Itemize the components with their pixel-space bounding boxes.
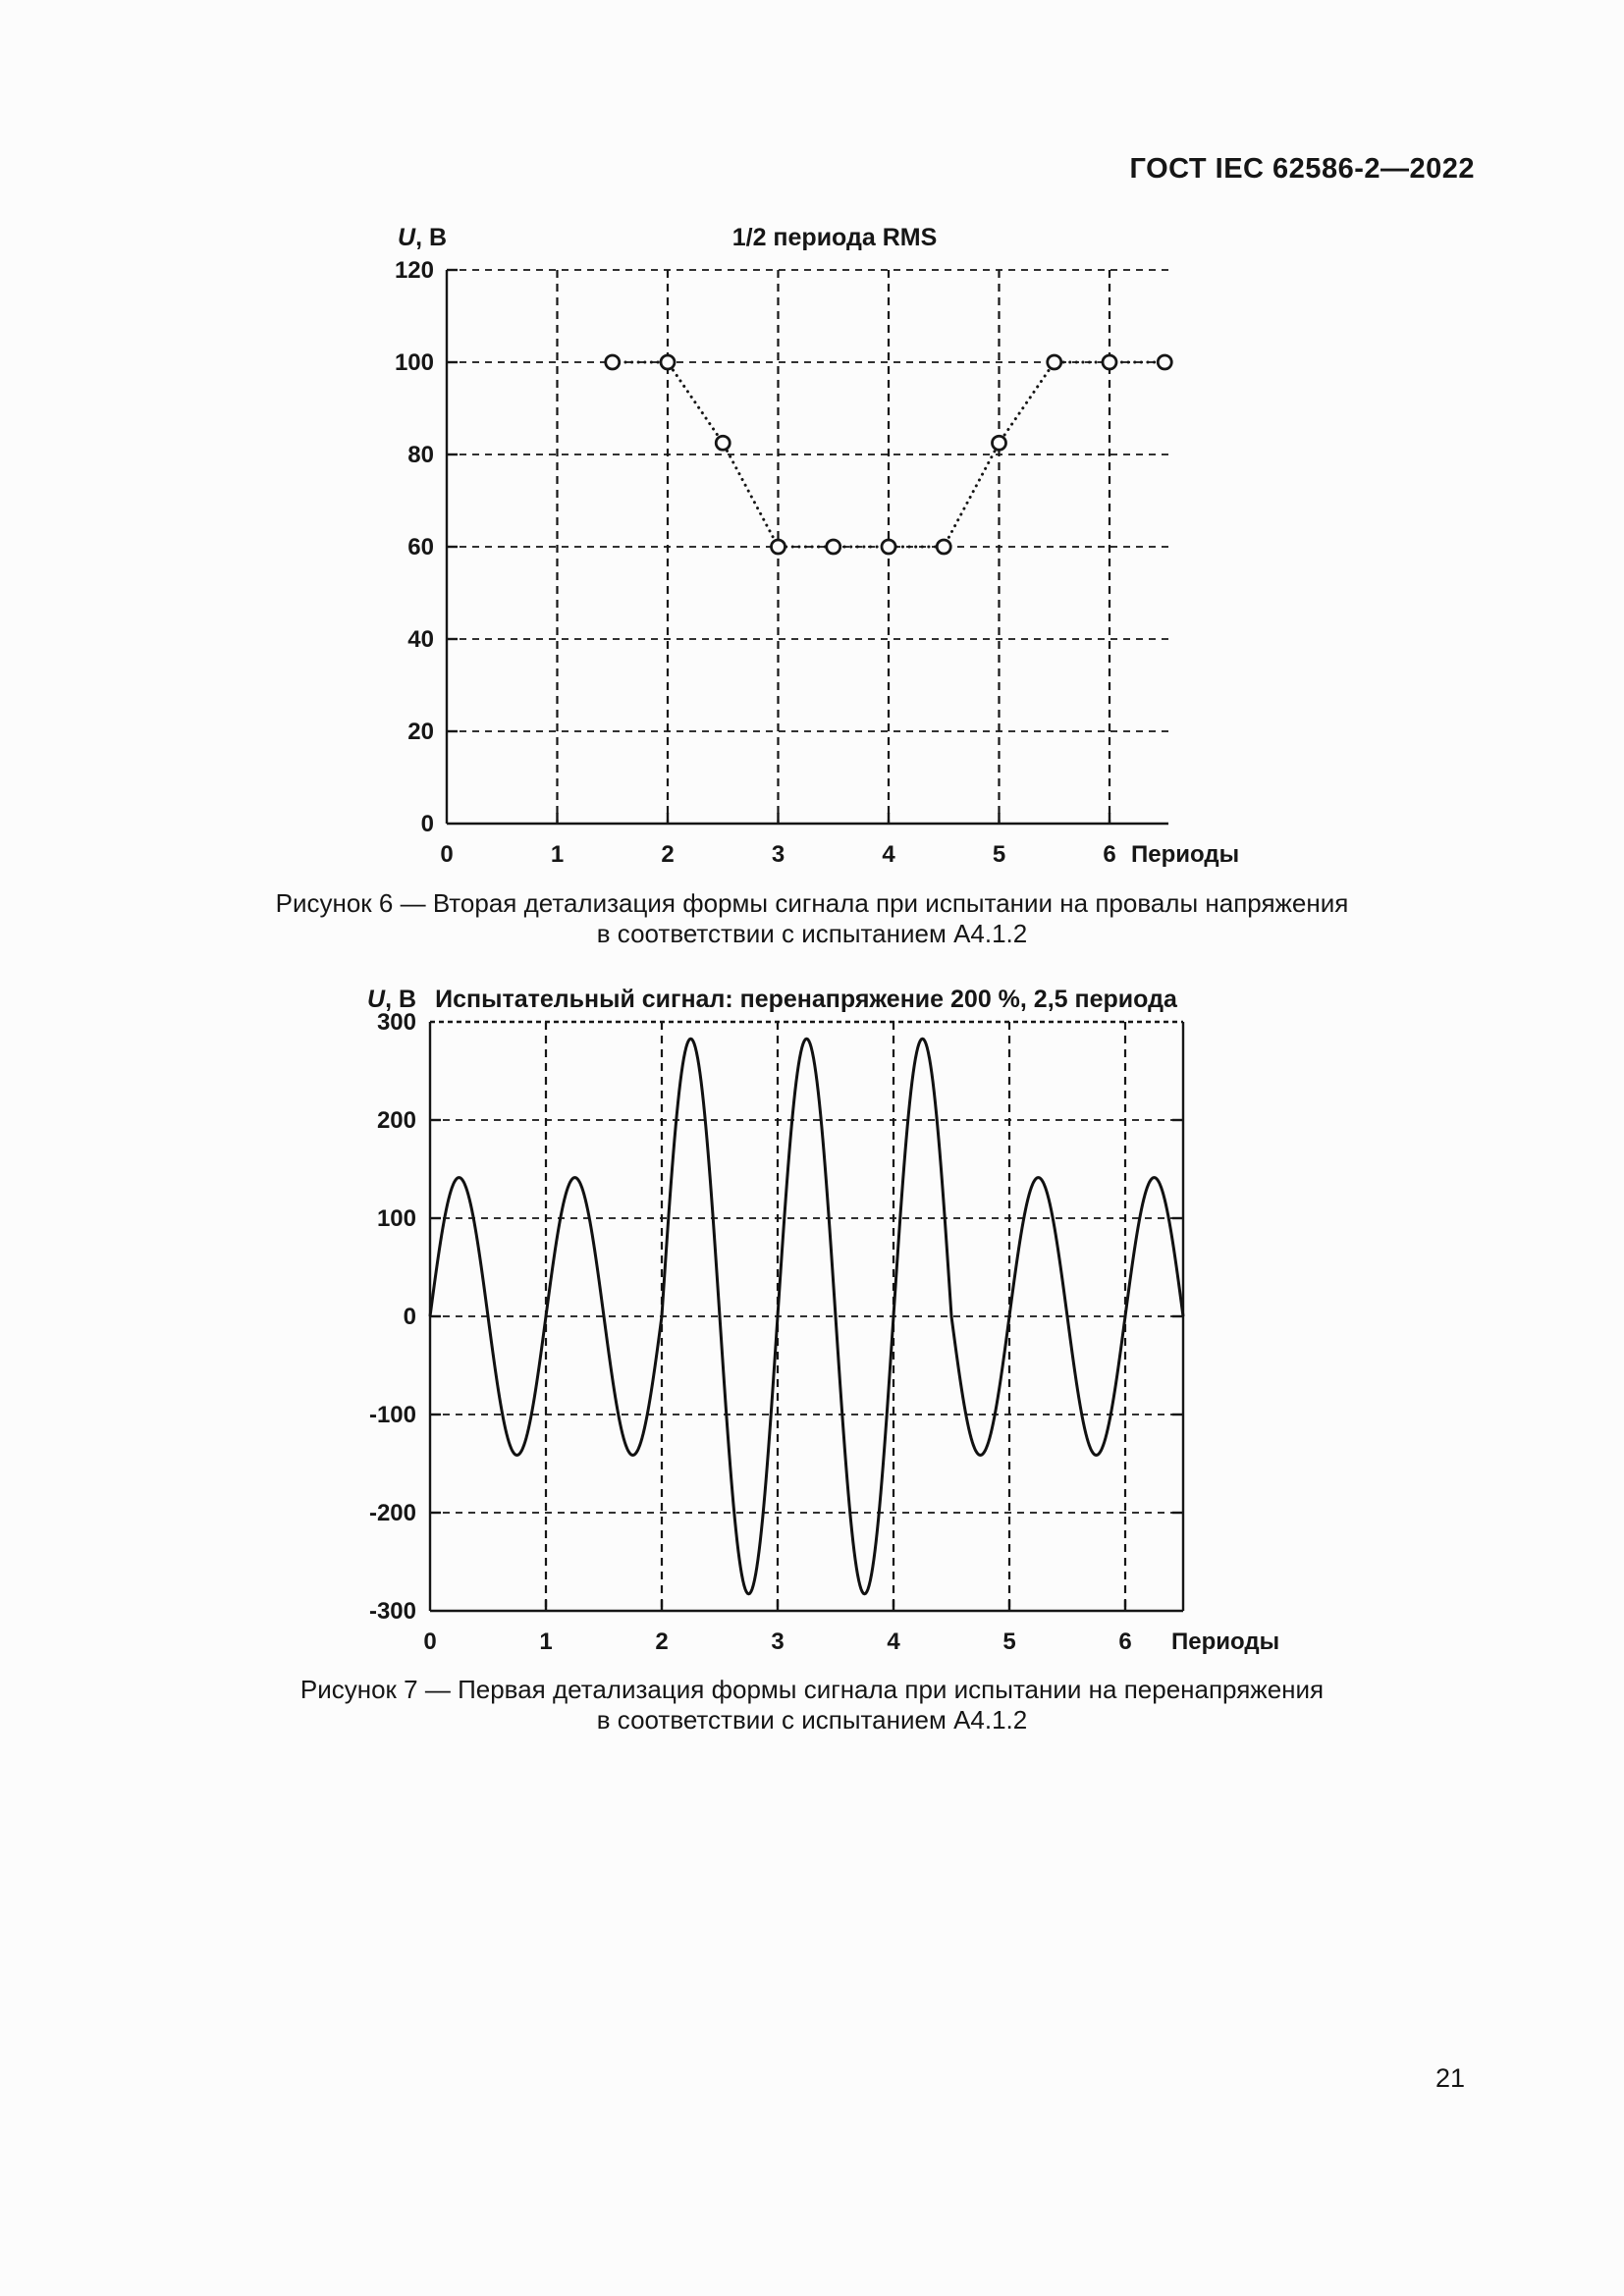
figure6-caption: Рисунок 6 — Вторая детализация формы сиг… xyxy=(0,888,1624,949)
data-point-marker xyxy=(1156,353,1173,371)
data-point-marker xyxy=(604,353,622,371)
y-tick-label: -300 xyxy=(369,1598,416,1625)
data-point-marker xyxy=(991,434,1007,452)
y-tick-label: 100 xyxy=(377,1205,416,1232)
figure6-caption-line1: Рисунок 6 — Вторая детализация формы сиг… xyxy=(275,888,1349,918)
data-point-marker xyxy=(659,353,677,371)
data-point-marker xyxy=(1046,353,1063,371)
data-point-marker xyxy=(714,434,731,452)
x-tick-label: 0 xyxy=(440,841,453,868)
figure7-caption-line2: в соответствии с испытанием А4.1.2 xyxy=(596,1705,1028,1735)
y-tick-label: 20 xyxy=(407,719,434,745)
chart-title: 1/2 периода RMS xyxy=(732,224,938,251)
data-point-marker xyxy=(1101,353,1118,371)
document-header: ГОСТ IEC 62586-2—2022 xyxy=(1129,153,1475,185)
figure6-caption-line2: в соответствии с испытанием А4.1.2 xyxy=(596,919,1028,948)
y-axis-label: U, В xyxy=(367,986,416,1013)
x-tick-label: 4 xyxy=(887,1629,900,1655)
data-point-marker xyxy=(825,538,842,556)
x-tick-label: 5 xyxy=(1002,1629,1015,1655)
data-point-marker xyxy=(880,538,897,556)
chart-title: Испытательный сигнал: перенапряжение 200… xyxy=(435,986,1178,1013)
x-tick-label: 0 xyxy=(423,1629,436,1655)
y-tick-label: 0 xyxy=(404,1304,416,1330)
figure7-chart: 300 200 100 0 -100 -200 -300 0 1 2 3 4 5 6 Периоды Испы… xyxy=(367,986,1279,1655)
y-tick-label: -100 xyxy=(369,1402,416,1428)
x-tick-label: 2 xyxy=(661,841,674,868)
data-point-marker xyxy=(935,538,952,556)
data-point-marker xyxy=(770,538,786,556)
x-tick-label: 4 xyxy=(882,841,895,868)
page-number: 21 xyxy=(1435,2063,1466,2093)
x-tick-label: 5 xyxy=(993,841,1005,868)
y-tick-label: 0 xyxy=(421,811,434,837)
x-tick-label: 6 xyxy=(1103,841,1115,868)
y-tick-label: -200 xyxy=(369,1500,416,1526)
y-tick-label: 100 xyxy=(395,349,434,376)
figure7-caption: Рисунок 7 — Первая детализация формы сиг… xyxy=(0,1675,1624,1735)
x-tick-label: 3 xyxy=(772,841,785,868)
figure7-caption-line1: Рисунок 7 — Первая детализация формы сиг… xyxy=(299,1675,1325,1704)
figure6-chart: 0 20 40 60 80 100 120 0 1 2 3 4 5 6 Периоды 1/2 периода… xyxy=(395,224,1239,868)
x-axis-label: Периоды xyxy=(1171,1629,1279,1655)
x-tick-label: 1 xyxy=(539,1629,552,1655)
x-tick-label: 1 xyxy=(551,841,564,868)
y-tick-label: 300 xyxy=(377,1009,416,1036)
y-tick-label: 80 xyxy=(407,442,434,468)
x-tick-label: 2 xyxy=(655,1629,668,1655)
y-axis-label: U, В xyxy=(398,224,447,251)
test-signal-waveform xyxy=(428,1037,1185,1596)
y-tick-label: 120 xyxy=(395,257,434,284)
x-axis-label: Периоды xyxy=(1131,841,1239,868)
y-tick-label: 40 xyxy=(407,626,434,653)
y-tick-label: 60 xyxy=(407,534,434,561)
x-tick-label: 6 xyxy=(1118,1629,1131,1655)
y-tick-label: 200 xyxy=(377,1107,416,1134)
x-tick-label: 3 xyxy=(771,1629,784,1655)
